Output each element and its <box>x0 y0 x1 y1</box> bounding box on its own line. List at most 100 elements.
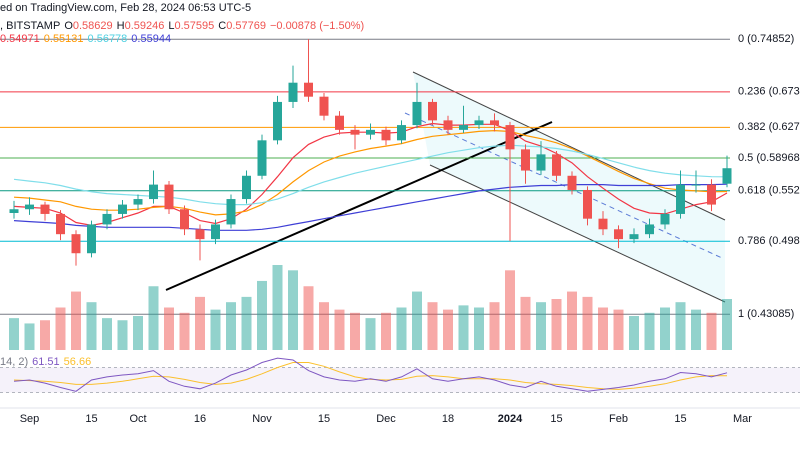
candle-body <box>25 204 34 210</box>
ohlc-label: L <box>168 20 175 32</box>
candle-body <box>629 234 639 240</box>
volume-bar <box>257 280 267 350</box>
volume-bar <box>148 286 159 350</box>
moving-average <box>13 144 728 206</box>
volume-bar <box>675 302 686 350</box>
x-tick-label: Sep <box>20 413 40 425</box>
change: −0.00878 (−1.50%) <box>269 20 365 32</box>
volume-bar <box>629 316 639 350</box>
volume-bar <box>381 312 391 350</box>
x-tick-label: 15 <box>550 413 562 425</box>
rsi-line <box>13 357 728 392</box>
candle-body <box>614 229 623 240</box>
candle-body <box>164 184 174 210</box>
candle-body <box>676 184 685 214</box>
moving-average <box>13 129 728 216</box>
x-tick-label: Feb <box>609 413 628 425</box>
rsi-ma-value: 56.66 <box>63 356 92 368</box>
fib-label: 1 (0.43085) <box>738 308 794 320</box>
fib-label: 0.618 (0.55220) <box>738 185 800 197</box>
header-source: ed on TradingView.com, Feb 28, 2024 06:5… <box>0 2 255 14</box>
volume-bar <box>722 299 732 350</box>
fib-label: 0 (0.74852) <box>738 33 794 45</box>
fib-label: 0.382 (0.62717) <box>738 121 800 133</box>
volume-bar <box>706 312 717 350</box>
candle-body <box>598 218 608 230</box>
volume-bar <box>551 299 562 350</box>
candle-body <box>40 204 50 214</box>
ohlc-label: C <box>218 20 227 32</box>
rsi-legend: 14, 2) 61.51 56.66 <box>0 356 95 368</box>
candle-body <box>691 184 701 186</box>
volume-bar <box>691 309 701 350</box>
rsi-label: 14, 2) <box>0 356 29 368</box>
volume-bar <box>443 309 453 350</box>
volume-bar <box>412 291 422 350</box>
candle-body <box>536 154 546 171</box>
ma-value: 0.54971 <box>0 33 40 45</box>
candle-body <box>459 125 468 130</box>
volume-bar <box>241 296 252 350</box>
volume-bar <box>365 318 376 350</box>
candle-body <box>443 120 453 130</box>
volume-bar <box>474 307 484 350</box>
volume-bar <box>102 318 112 350</box>
candle-body <box>722 168 732 184</box>
candle-body <box>335 115 344 130</box>
candle-body <box>660 213 670 225</box>
x-tick-label: 15 <box>85 413 97 425</box>
volume-bar <box>164 307 174 350</box>
candle-body <box>9 209 19 213</box>
volume-bar <box>195 296 205 350</box>
candle-body <box>474 120 484 126</box>
volume-bar <box>613 309 624 350</box>
candle-body <box>490 120 499 126</box>
candle-body <box>381 129 391 141</box>
ma-value: 0.55944 <box>131 33 172 45</box>
x-tick-label: Oct <box>129 413 146 425</box>
volume-bar <box>598 307 608 350</box>
candle-body <box>304 82 313 97</box>
x-tick-label: 15 <box>674 413 686 425</box>
volume-bar <box>24 323 35 350</box>
candle-body <box>567 175 577 190</box>
volume-bar <box>9 318 19 350</box>
candle-body <box>87 224 96 254</box>
ohlc-label: H <box>116 20 125 32</box>
candle-body <box>273 101 282 141</box>
candle-body <box>350 129 360 135</box>
volume-bar <box>179 312 190 350</box>
candle-body <box>118 204 127 214</box>
candle-body <box>552 154 561 176</box>
volume-bar <box>117 320 128 350</box>
candle-body <box>366 129 375 135</box>
candle-body <box>645 224 654 235</box>
volume-bar <box>272 265 283 350</box>
candle-body <box>583 189 592 219</box>
candle-body <box>133 199 143 205</box>
candle-body <box>428 101 437 121</box>
candle-body <box>102 213 112 225</box>
volume-bar <box>660 307 670 350</box>
volume-bar <box>350 312 360 350</box>
x-tick-label: Dec <box>376 413 396 425</box>
ohlc-value: 0.59246 <box>124 20 165 32</box>
volume-bar <box>86 302 97 350</box>
candle-body <box>707 184 716 205</box>
fib-label: 0.5 (0.58968) <box>738 152 800 164</box>
candle-body <box>71 234 81 254</box>
symbol: , BITSTAMP <box>0 20 61 32</box>
volume-bar <box>319 302 329 350</box>
rsi-value: 61.51 <box>32 356 60 368</box>
volume-bar <box>536 302 546 350</box>
volume-bar <box>427 302 438 350</box>
candle-body <box>242 175 251 200</box>
x-tick-label: 16 <box>194 413 206 425</box>
source: ed on TradingView.com, Feb 28, 2024 06:5… <box>0 2 252 14</box>
fib-label: 0.786 (0.49883) <box>738 235 800 247</box>
candle-body <box>149 184 158 200</box>
candle-body <box>505 125 515 150</box>
candle-body <box>319 96 329 116</box>
header-ma: 0.54971 0.55131 0.56778 0.55944 <box>0 33 175 45</box>
